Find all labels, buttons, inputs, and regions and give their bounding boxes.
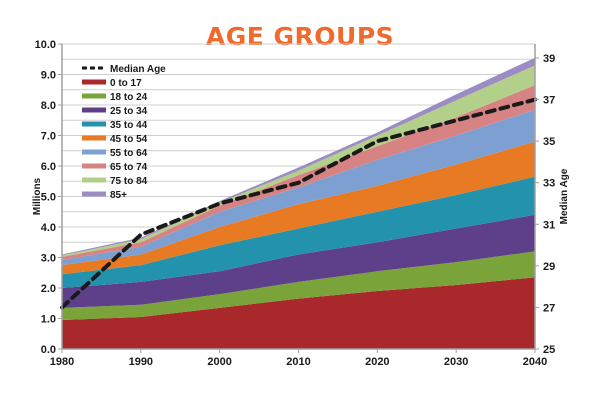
x-tick-label: 2040: [523, 356, 547, 368]
y-tick-label: 3.0: [41, 253, 56, 265]
y-tick-label: 10.0: [35, 39, 56, 51]
legend-swatch: [82, 93, 106, 99]
legend-swatch: [82, 107, 106, 113]
y-tick-label: 7.0: [41, 131, 56, 143]
legend-label: 45 to 54: [110, 134, 148, 145]
legend-swatch: [82, 163, 106, 169]
legend-swatch: [82, 135, 106, 141]
y2-axis-label: Median Age: [559, 168, 570, 224]
x-tick-label: 2030: [444, 356, 468, 368]
y2-tick-label: 29: [543, 261, 555, 273]
y-tick-label: 2.0: [41, 283, 56, 295]
y2-tick-label: 39: [543, 53, 555, 65]
y2-tick-label: 31: [543, 219, 555, 231]
x-tick-label: 1990: [129, 356, 153, 368]
legend-label: 0 to 17: [110, 78, 142, 89]
area-18-to-24: [62, 251, 535, 321]
legend-swatch: [82, 177, 106, 183]
area-0-to-17: [62, 277, 535, 349]
x-tick-label: 2000: [207, 356, 231, 368]
median-age-line: [60, 97, 537, 310]
legend-label: 18 to 24: [110, 92, 148, 103]
legend-label: 35 to 44: [110, 120, 148, 131]
y-tick-label: 6.0: [41, 161, 56, 173]
area-25-to-34: [62, 214, 535, 308]
y2-tick-label: 37: [543, 95, 555, 107]
y-tick-label: 4.0: [41, 222, 56, 234]
y-tick-label: 9.0: [41, 70, 56, 82]
legend-label: 85+: [110, 190, 127, 201]
median-age-line-path: [60, 97, 537, 310]
y2-tick-label: 35: [543, 136, 555, 148]
legend: Median Age 0 to 17 18 to 24 25 to 34 35 to 4…: [82, 64, 166, 201]
legend-label: 25 to 34: [110, 106, 148, 117]
y-tick-label: 1.0: [41, 314, 56, 326]
x-tick-label: 2020: [365, 356, 389, 368]
legend-swatch: [82, 149, 106, 155]
area-35-to-44: [62, 176, 535, 288]
legend-label: 65 to 74: [110, 162, 148, 173]
chart-title: AGE GROUPS: [205, 22, 395, 51]
y-tick-label: 5.0: [41, 192, 56, 204]
legend-label: 75 to 84: [110, 176, 148, 187]
area-45-to-54: [62, 141, 535, 275]
legend-swatch: [82, 191, 106, 197]
x-tick-label: 1980: [50, 356, 74, 368]
y-axis-label: Millions: [32, 177, 43, 215]
y2-tick-label: 25: [543, 344, 555, 356]
legend-label: Median Age: [110, 64, 166, 75]
y-tick-label: 8.0: [41, 100, 56, 112]
area-series: [62, 57, 535, 349]
y2-tick-label: 27: [543, 302, 555, 314]
legend-label: 55 to 64: [110, 148, 148, 159]
x-tick-label: 2010: [286, 356, 310, 368]
axes: 0.0 1.0 2.0 3.0 4.0 5.0 6.0 7.0 8.0 9.0 10.0 25 27 29…: [32, 39, 570, 368]
legend-swatch: [82, 79, 106, 85]
legend-swatch: [82, 121, 106, 127]
y2-tick-label: 33: [543, 178, 555, 190]
y-tick-label: 0.0: [41, 344, 56, 356]
